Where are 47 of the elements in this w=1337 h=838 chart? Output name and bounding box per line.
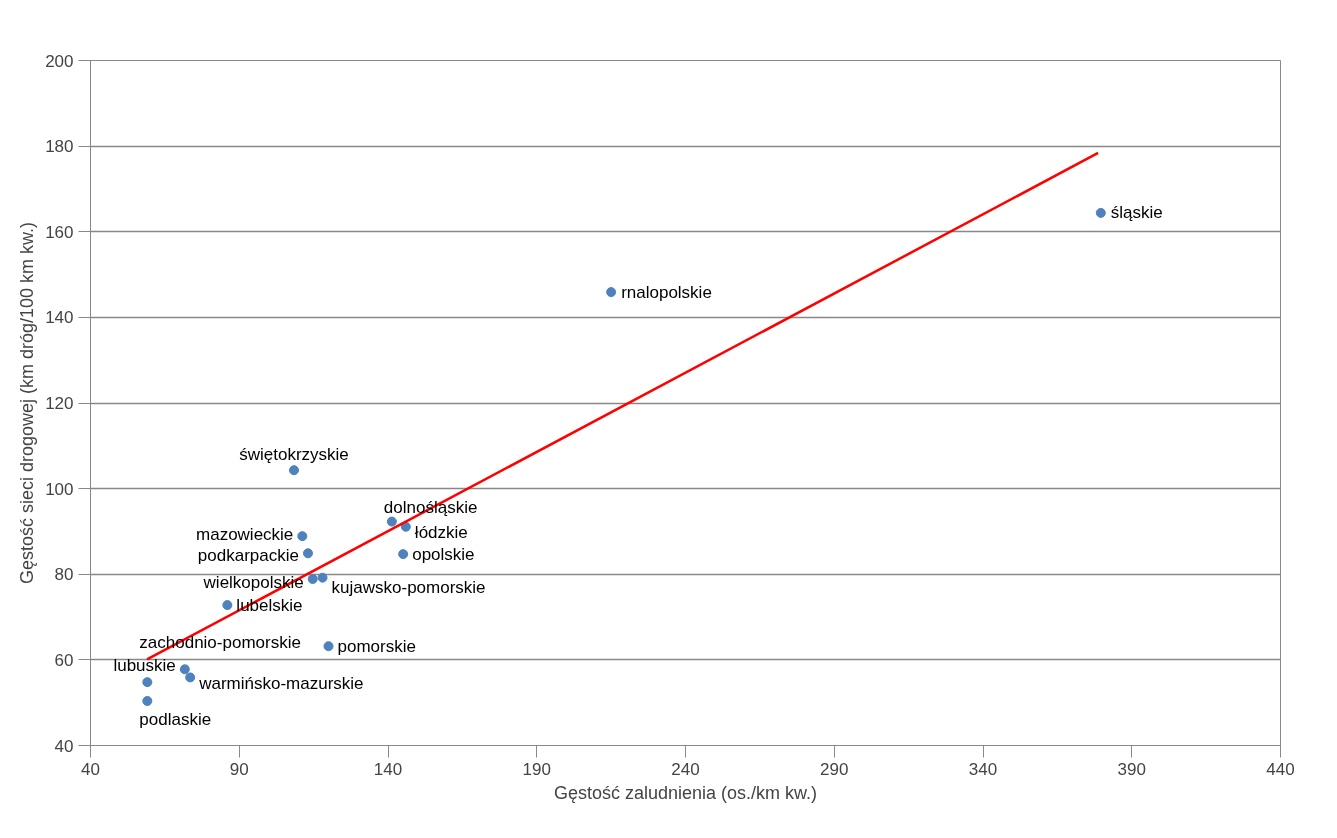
y-tick-label: 100 — [45, 479, 74, 499]
series-label: śląskie — [1110, 203, 1163, 223]
y-tick-label: 80 — [54, 565, 74, 585]
point — [142, 677, 153, 688]
point — [307, 573, 318, 584]
x-tick-label: 190 — [522, 759, 551, 779]
series-label: warmińsko-mazurskie — [198, 673, 364, 693]
y-axis-title: Gęstość sieci drogowej (km dróg/100 km kw.) — [17, 221, 38, 585]
x-axis-title: Gęstość zaludnienia (os./km kw.) — [553, 782, 818, 803]
y-tick-label: 40 — [54, 736, 74, 756]
x-tick-label: 390 — [1117, 759, 1146, 779]
y-tick-label: 120 — [45, 394, 74, 413]
y-tick-label: 60 — [54, 650, 74, 670]
series-label: kujawsko-pomorskie — [331, 578, 486, 598]
point — [222, 600, 233, 611]
x-tick-label: 90 — [229, 759, 249, 779]
x-tick-label: 290 — [820, 759, 849, 779]
point — [179, 664, 190, 675]
y-tick-label: 160 — [45, 222, 74, 242]
x-tick-label: 40 — [81, 759, 100, 779]
point — [317, 572, 328, 583]
x-tick-label: 240 — [671, 759, 700, 779]
series-label: podlaskie — [139, 710, 212, 730]
series-label: świętokrzyskie — [239, 444, 349, 464]
series-label: podkarpackie — [197, 545, 299, 565]
point — [323, 641, 334, 652]
series-label: pomorskie — [337, 636, 416, 656]
y-tick-label: 140 — [45, 308, 74, 328]
point — [398, 549, 409, 560]
series-label: mazowieckie — [196, 524, 294, 544]
point — [1095, 207, 1106, 218]
series-label: opolskie — [412, 544, 475, 564]
x-tick-label: 140 — [373, 759, 403, 779]
y-tick-label: 180 — [45, 137, 74, 157]
point — [302, 548, 313, 559]
y-tick-label: 200 — [45, 51, 74, 71]
point — [386, 516, 397, 527]
point — [297, 531, 308, 542]
point — [606, 287, 617, 298]
x-tick-label: 340 — [968, 759, 998, 779]
point — [142, 695, 153, 706]
series-label: lubuskie — [113, 655, 176, 675]
point — [185, 672, 196, 683]
x-tick-label: 440 — [1266, 759, 1295, 779]
series-label: rnalopolskie — [621, 282, 712, 302]
point — [288, 465, 299, 476]
series-label: łódzkie — [414, 523, 468, 543]
